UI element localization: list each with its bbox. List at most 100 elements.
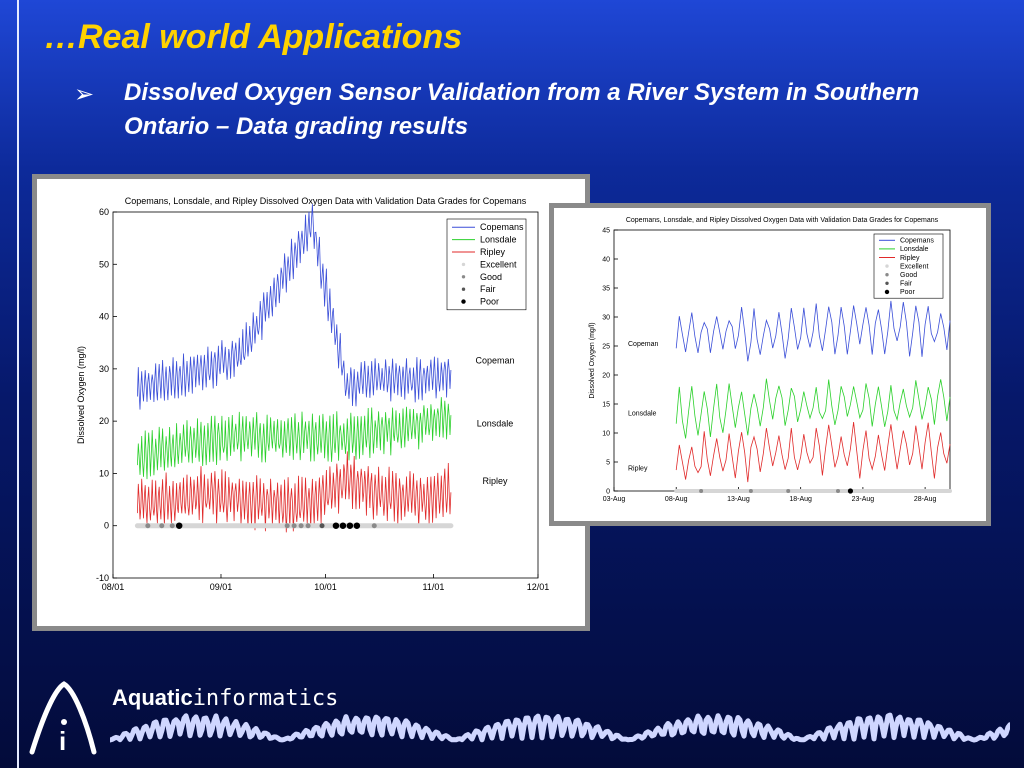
chart1-legend-item: Good (480, 272, 502, 282)
chart-1-svg: Copemans, Lonsdale, and Ripley Dissolved… (76, 196, 550, 592)
chart1-grade-good-point (371, 523, 377, 529)
chart1-label-lonsdale: Lonsdale (477, 418, 514, 428)
chart2-grade-good-point (699, 489, 704, 493)
chart2-label-copeman: Copeman (628, 341, 658, 348)
chart1-series-lonsdale (137, 397, 452, 480)
chart2-ytick-label: 25 (602, 343, 610, 350)
chart-2-svg: Copemans, Lonsdale, and Ripley Dissolved… (589, 217, 952, 503)
chart1-ytick-label: -10 (96, 573, 109, 583)
chart1-ylabel: Dissolved Oxygen (mg/l) (76, 346, 86, 444)
chart1-grade-poor-point (332, 522, 340, 529)
chart1-grade-good-point (145, 523, 151, 529)
chart2-legend-marker (885, 264, 889, 268)
chart2-xtick-label: 28-Aug (914, 496, 937, 503)
chart2-xtick-label: 18-Aug (789, 496, 812, 503)
left-divider-line (17, 0, 19, 768)
chart1-grade-good-point (291, 523, 297, 529)
chart1-xtick-label: 12/01 (527, 582, 550, 592)
chart2-legend-item: Poor (900, 289, 915, 296)
chart2-legend-item: Lonsdale (900, 246, 929, 253)
chart-1-area: Copemans, Lonsdale, and Ripley Dissolved… (37, 179, 585, 626)
chart1-grade-good-point (169, 523, 175, 529)
chart2-legend-item: Ripley (900, 255, 920, 262)
chart1-ytick-label: 60 (99, 207, 109, 217)
chart1-legend-item: Fair (480, 284, 496, 294)
chart2-xtick-label: 23-Aug (852, 496, 875, 503)
chart2-ytick-label: 15 (602, 401, 610, 408)
chart2-legend-marker (884, 289, 890, 295)
chart1-legend-marker (461, 299, 466, 304)
chart2-title: Copemans, Lonsdale, and Ripley Dissolved… (626, 217, 939, 224)
chart1-ytick-label: 10 (99, 468, 109, 478)
chart1-ytick-label: 30 (99, 364, 109, 374)
chart1-xtick-label: 10/01 (314, 582, 337, 592)
chart1-grade-poor-point (353, 522, 361, 529)
chart2-legend-item: Copemans (900, 238, 934, 245)
chart1-series-copemans (137, 204, 452, 410)
aquatic-informatics-logo-icon: i (29, 681, 97, 756)
decorative-waveform (110, 712, 1010, 743)
chart1-grade-good-point (298, 523, 304, 529)
brand-name-part1: Aquatic (112, 685, 193, 710)
chart2-series-lonsdale (675, 378, 951, 439)
chart2-label-lonsdale: Lonsdale (628, 411, 657, 418)
chart-2-frame: Copemans, Lonsdale, and Ripley Dissolved… (549, 203, 991, 526)
chart2-ytick-label: 40 (602, 256, 610, 263)
chart2-legend-marker (885, 281, 889, 285)
chart1-grade-poor-point (339, 522, 347, 529)
bullet-arrow-icon: ➢ (74, 81, 95, 108)
chart2-xtick-label: 03-Aug (603, 496, 626, 503)
chart1-legend-item: Excellent (480, 259, 517, 269)
chart2-ytick-label: 35 (602, 285, 610, 292)
chart1-title: Copemans, Lonsdale, and Ripley Dissolved… (125, 196, 527, 206)
chart2-series-ripley (675, 421, 951, 483)
chart2-ytick-label: 0 (606, 488, 610, 495)
chart1-grade-poor-point (346, 522, 354, 529)
brand-name-part2: informatics (192, 686, 339, 711)
chart2-ylabel: Dissolved Oxygen (mg/l) (589, 322, 596, 398)
chart1-ytick-label: 20 (99, 416, 109, 426)
chart2-ytick-label: 10 (602, 430, 610, 437)
chart1-legend-marker (461, 275, 466, 279)
chart1-legend-item: Lonsdale (480, 235, 517, 245)
chart1-label-ripley: Ripley (482, 476, 508, 486)
chart1-grade-fair-point (319, 523, 325, 529)
chart1-ytick-label: 50 (99, 259, 109, 269)
chart2-grade-good-point (786, 489, 791, 493)
chart1-legend-item: Poor (480, 297, 499, 307)
chart1-xtick-label: 08/01 (102, 582, 125, 592)
chart2-ytick-label: 5 (606, 459, 610, 466)
chart2-legend-item: Good (900, 272, 917, 279)
chart1-grade-good-point (159, 523, 165, 529)
chart1-xtick-label: 09/01 (210, 582, 233, 592)
chart-1-frame: Copemans, Lonsdale, and Ripley Dissolved… (32, 174, 590, 631)
slide-title: …Real world Applications (44, 18, 463, 56)
chart2-xtick-label: 08-Aug (665, 496, 688, 503)
bullet-text: Dissolved Oxygen Sensor Validation from … (124, 79, 920, 140)
chart2-ytick-label: 45 (602, 227, 610, 234)
chart1-legend-item: Copemans (480, 222, 524, 232)
chart1-legend-marker (461, 287, 466, 291)
chart1-grade-good-point (284, 523, 290, 529)
chart1-ytick-label: 40 (99, 312, 109, 322)
chart1-xtick-label: 11/01 (423, 582, 445, 592)
chart1-legend-marker (461, 262, 466, 267)
chart1-label-copeman: Copeman (475, 356, 514, 366)
chart2-legend-marker (885, 273, 889, 277)
chart2-grade-good-point (748, 489, 753, 493)
chart2-series-copemans (675, 300, 951, 362)
chart1-grade-poor-point (175, 522, 183, 529)
chart2-grade-good-point (836, 489, 840, 493)
chart2-legend-item: Fair (900, 281, 913, 288)
chart1-series-ripley (137, 451, 452, 533)
chart-2-area: Copemans, Lonsdale, and Ripley Dissolved… (554, 208, 986, 521)
chart2-ytick-label: 30 (602, 314, 610, 321)
chart1-legend-item: Ripley (480, 247, 506, 257)
chart2-xtick-label: 13-Aug (727, 496, 750, 503)
brand-name: Aquaticinformatics (112, 685, 338, 711)
chart1-legend-box (446, 218, 527, 311)
chart2-label-ripley: Ripley (628, 466, 648, 473)
chart2-ytick-label: 20 (602, 372, 610, 379)
chart1-ytick-label: 0 (104, 521, 109, 531)
chart1-grade-good-point (305, 523, 311, 529)
